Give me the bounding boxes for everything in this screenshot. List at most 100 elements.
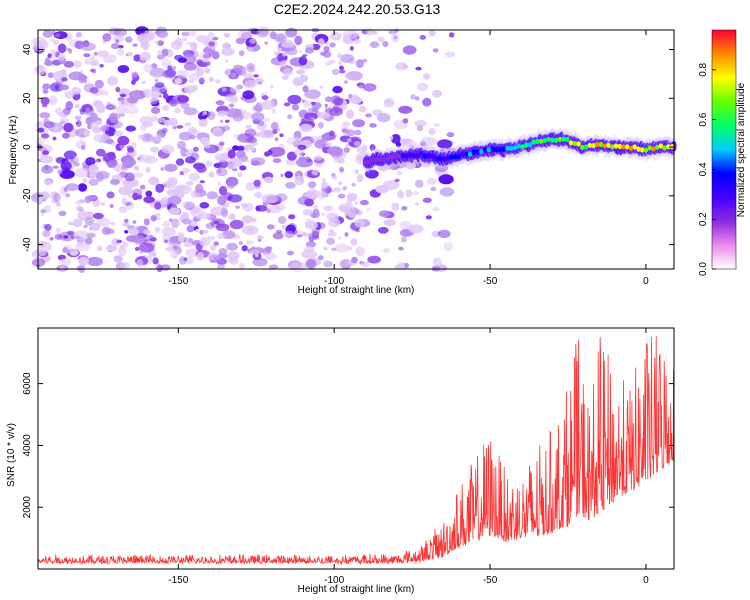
spectrogram-noise-blob [282, 52, 287, 57]
spectrogram-noise-blob [196, 214, 204, 220]
spectrogram-noise-blob [332, 85, 343, 94]
spectrogram-noise-blob [220, 208, 229, 218]
spectrogram-noise-blob [41, 103, 48, 108]
spectrogram-noise-blob [208, 77, 214, 82]
spectrogram-noise-blob [285, 27, 298, 38]
colorbar-tick-label: 0.4 [698, 162, 709, 176]
colorbar-tick-label: 0.6 [698, 112, 709, 126]
spectrogram-noise-blob [327, 231, 337, 237]
spectrogram-noise-blob [105, 138, 114, 145]
spectrogram-noise-blob [110, 118, 119, 124]
snr-series-line [37, 336, 674, 566]
spectrogram-y-tick-label: 40 [22, 44, 33, 56]
spectrogram-noise-blob [67, 230, 75, 236]
spectrogram-noise-blob [367, 255, 381, 264]
spectrogram-noise-blob [239, 262, 245, 270]
spectrogram-noise-blob [84, 174, 88, 178]
spectrogram-noise-blob [281, 225, 287, 230]
spectrogram-noise-blob [154, 78, 159, 83]
spectrogram-noise-blob [206, 191, 219, 200]
spectrogram-noise-blob [304, 198, 314, 207]
spectrogram-noise-blob [217, 168, 222, 174]
spectrogram-noise-blob [438, 174, 454, 185]
spectrogram-noise-blob [151, 106, 161, 114]
spectrogram-noise-blob [118, 44, 124, 49]
spectrogram-signal-peak [426, 152, 432, 158]
spectrogram-noise-blob [56, 201, 61, 207]
spectrogram-noise-blob [267, 147, 286, 157]
spectrogram-noise-blob [412, 191, 420, 196]
spectrogram-signal-peak [411, 153, 417, 159]
spectrogram-signal-peak [546, 136, 551, 142]
spectrogram-signal-peak [441, 156, 447, 162]
spectrogram-noise-blob [323, 50, 332, 58]
spectrogram-noise-blob [238, 241, 243, 245]
spectrogram-noise-blob [39, 146, 47, 152]
spectrogram-noise-blob [96, 172, 104, 182]
spectrogram-signal-peak [456, 154, 462, 160]
spectrogram-noise-blob [286, 250, 294, 256]
spectrogram-noise-blob [86, 232, 96, 238]
spectrogram-noise-blob [275, 203, 286, 211]
spectrogram-noise-blob [292, 77, 304, 87]
spectrogram-noise-blob [115, 174, 119, 179]
spectrogram-noise-blob [116, 48, 125, 56]
spectrogram-noise-blob [227, 194, 243, 203]
spectrogram-noise-blob [172, 125, 177, 130]
spectrogram-noise-blob [400, 236, 407, 243]
spectrogram-noise-blob [155, 75, 160, 79]
spectrogram-signal-peak [535, 138, 540, 144]
spectrogram-noise-blob [346, 109, 355, 119]
spectrogram-noise-blob [76, 240, 85, 247]
spectrogram-noise-blob [254, 191, 263, 199]
spectrogram-signal-peak [576, 141, 581, 147]
spectrogram-noise-blob [432, 257, 442, 267]
spectrogram-x-tick-label: -150 [168, 276, 188, 287]
spectrogram-noise-blob [351, 183, 356, 187]
spectrogram-noise-blob [294, 35, 303, 46]
spectrogram-noise-blob [350, 96, 362, 105]
snr-x-tick-label: -150 [168, 575, 188, 586]
spectrogram-noise-blob [301, 249, 318, 259]
spectrogram-noise-blob [321, 212, 325, 216]
spectrogram-noise-blob [354, 201, 358, 205]
spectrogram-noise-blob [195, 35, 210, 43]
spectrogram-noise-blob [224, 42, 230, 49]
spectrogram-noise-blob [185, 151, 193, 156]
spectrogram-noise-blob [356, 174, 364, 183]
spectrogram-noise-blob [220, 119, 223, 124]
spectrogram-noise-blob [427, 177, 437, 185]
spectrogram-noise-blob [117, 135, 130, 146]
spectrogram-noise-blob [77, 183, 88, 192]
spectrogram-noise-blob [311, 43, 321, 51]
spectrogram-noise-blob [40, 213, 45, 217]
spectrogram-noise-blob [366, 208, 371, 212]
spectrogram-noise-blob [405, 161, 416, 170]
spectrogram-noise-blob [225, 119, 230, 124]
spectrogram-noise-blob [121, 197, 128, 205]
spectrogram-noise-blob [354, 218, 365, 228]
spectrogram-noise-blob [414, 179, 424, 188]
spectrogram-noise-blob [78, 74, 88, 81]
spectrogram-noise-blob [329, 216, 335, 222]
spectrogram-noise-blob [408, 224, 424, 234]
spectrogram-signal-peak [479, 149, 484, 155]
spectrogram-noise-blob [277, 216, 287, 225]
spectrogram-noise-blob [169, 99, 178, 104]
spectrogram-noise-blob [377, 36, 385, 43]
spectrogram-noise-blob [63, 122, 74, 133]
spectrogram-noise-blob [124, 36, 133, 43]
spectrogram-noise-blob [143, 218, 150, 226]
spectrogram-noise-blob [272, 158, 282, 164]
spectrogram-noise-blob [266, 224, 275, 230]
spectrogram-panel: -150 -100 -50 0 -40 -20 0 20 40 Height of strai… [8, 25, 747, 296]
spectrogram-signal-peak [591, 143, 596, 149]
spectrogram-noise-blob [236, 172, 243, 178]
spectrogram-noise-blob [65, 183, 79, 192]
spectrogram-noise-blob [312, 208, 320, 219]
spectrogram-noise-blob [422, 97, 432, 107]
spectrogram-noise-blob [57, 169, 63, 175]
spectrogram-noise-blob [352, 119, 365, 128]
spectrogram-noise-blob [304, 89, 321, 99]
spectrogram-noise-blob [58, 210, 67, 217]
